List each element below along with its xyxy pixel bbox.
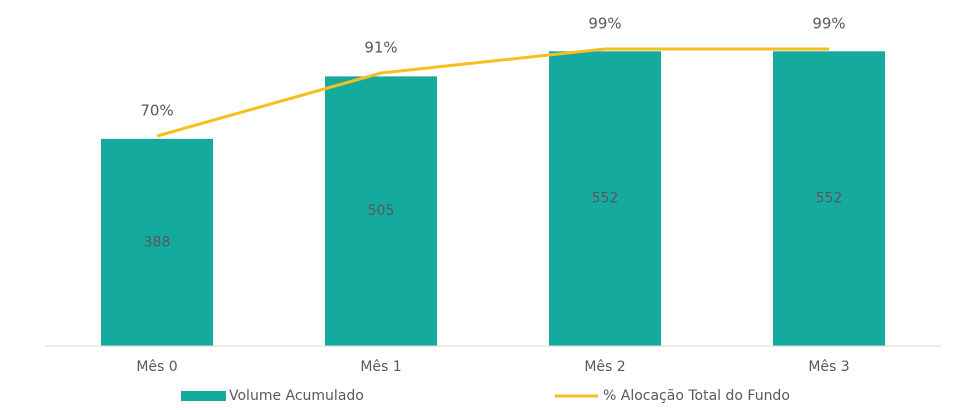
bar xyxy=(773,51,885,346)
line xyxy=(156,47,829,138)
bar xyxy=(325,76,437,347)
bar-value-label: 552 xyxy=(592,191,619,207)
x-tick-label: Mês 3 xyxy=(808,359,849,375)
bar xyxy=(549,51,661,346)
x-tick-label: Mês 1 xyxy=(360,359,401,375)
bar-value-label: 388 xyxy=(144,234,171,250)
legend-swatch xyxy=(181,391,226,401)
line-value-label: 99% xyxy=(812,15,845,33)
bar-value-label: 505 xyxy=(368,203,395,219)
line-value-label: 70% xyxy=(140,102,173,120)
bar xyxy=(101,138,213,346)
line-value-label: 99% xyxy=(588,15,621,33)
legend-label: Volume Acumulado xyxy=(229,388,364,404)
x-tick-label: Mês 0 xyxy=(136,359,177,375)
line-value-label: 91% xyxy=(364,39,397,57)
legend-label: % Alocação Total do Fundo xyxy=(603,388,790,404)
x-tick-label: Mês 2 xyxy=(584,359,625,375)
bar-value-label: 552 xyxy=(816,191,843,207)
